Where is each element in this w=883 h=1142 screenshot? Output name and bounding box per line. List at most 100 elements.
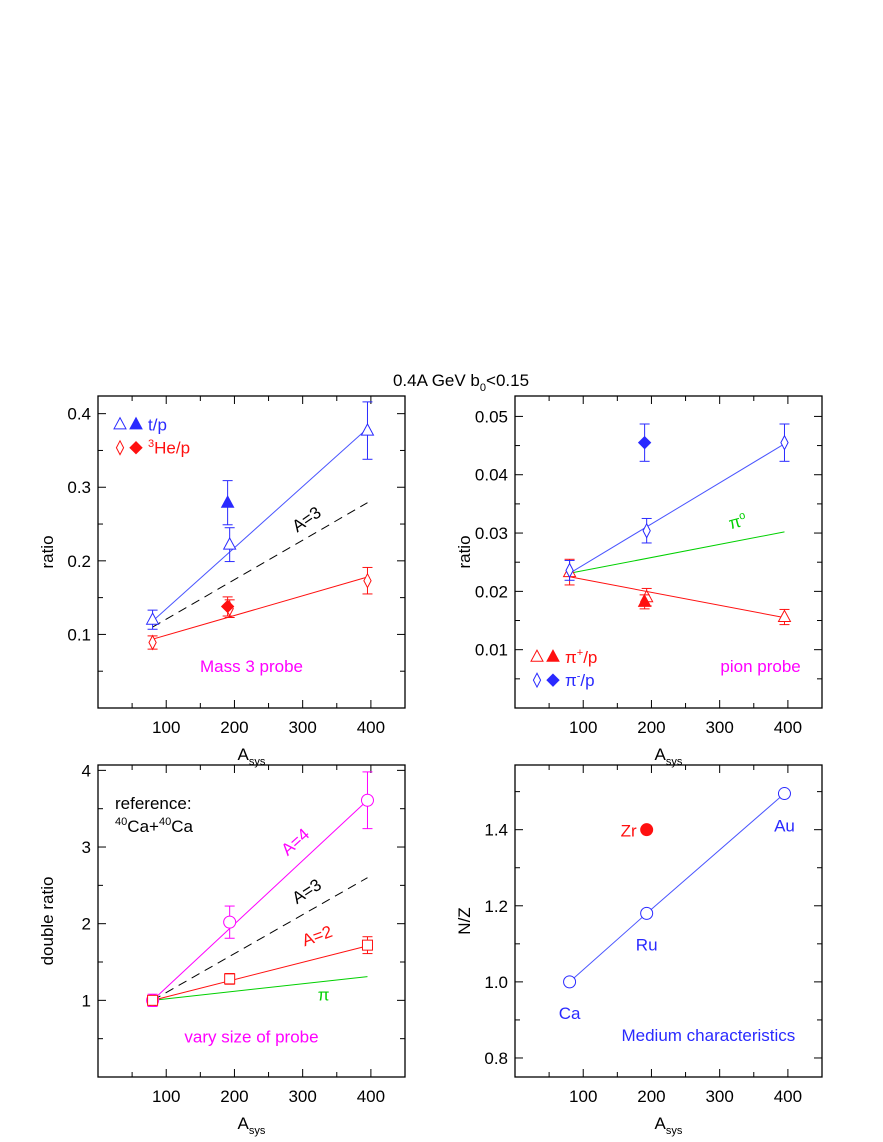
data-point — [363, 572, 372, 589]
text-part: /p — [580, 671, 594, 690]
plot-frame — [97, 395, 406, 709]
data-point — [223, 915, 237, 929]
subscript: sys — [666, 1125, 683, 1137]
text-part: π — [727, 512, 743, 533]
legend-label: π+​/p — [565, 647, 597, 667]
x-tick-label: 200 — [220, 718, 248, 737]
plot-frame — [97, 764, 406, 1078]
text-part: t/p — [148, 415, 167, 434]
text-part: A=3 — [289, 875, 325, 908]
fit-line — [569, 531, 785, 574]
text-part: <0.15 — [486, 371, 529, 390]
legend-label: 3​He/p — [148, 438, 190, 458]
text-part: Ca — [171, 817, 193, 836]
text-part: A=4 — [278, 825, 314, 860]
y-tick-label: 1.4 — [484, 821, 508, 840]
annotation: A=2 — [299, 922, 334, 950]
text-part: pion probe — [720, 657, 800, 676]
legend-marker — [129, 441, 143, 455]
text-part: A — [238, 1114, 250, 1133]
data-point — [224, 973, 236, 985]
dashed-line — [152, 877, 368, 1001]
text-part: 0.4A GeV b — [393, 371, 480, 390]
y-axis-label: ratio — [38, 535, 57, 568]
superscript: + — [577, 647, 583, 659]
data-point — [145, 612, 160, 625]
data-point — [640, 823, 654, 837]
annotation: Medium characteristics — [621, 1026, 795, 1045]
data-point — [563, 975, 577, 989]
x-tick-label: 100 — [152, 1087, 180, 1106]
data-point — [777, 609, 792, 623]
y-tick-label: 0.8 — [484, 1049, 508, 1068]
legend-marker — [546, 673, 560, 687]
data-point — [637, 435, 652, 450]
reference-system: 40​Ca+40​Ca — [115, 816, 194, 836]
data-point — [361, 939, 373, 951]
subscript: 0 — [480, 382, 486, 394]
y-tick-label: 0.2 — [67, 552, 91, 571]
y-tick-label: 1 — [82, 991, 91, 1010]
point-label: Ru — [636, 935, 658, 954]
data-point — [220, 599, 235, 614]
annotation: πo​ — [726, 509, 748, 533]
y-axis-label: ratio — [455, 535, 474, 568]
fit-line — [152, 945, 368, 1001]
data-point — [147, 994, 159, 1006]
legend-marker — [546, 649, 560, 662]
x-axis-label: Asys​ — [238, 1114, 266, 1137]
superscript: o — [738, 509, 747, 522]
fit-line — [152, 799, 368, 1001]
annotation: A=4 — [278, 825, 314, 860]
figure-title: 0.4A GeV b0​<0.15 — [393, 371, 529, 394]
y-tick-label: 0.04 — [475, 466, 508, 485]
text-part: A — [238, 745, 250, 764]
text-part: Mass 3 probe — [200, 657, 303, 676]
legend-label: t/p — [148, 415, 167, 434]
data-point — [642, 522, 651, 539]
superscript: 40 — [159, 816, 171, 828]
y-tick-label: 3 — [82, 838, 91, 857]
reference-label: reference: — [115, 794, 192, 813]
x-tick-label: 300 — [288, 718, 316, 737]
fit-line — [569, 576, 785, 619]
superscript: 3 — [148, 438, 154, 450]
x-axis-label: Asys​ — [655, 1114, 683, 1137]
text-part: Ca+ — [127, 817, 159, 836]
subscript: sys — [666, 756, 683, 768]
text-part: A=2 — [299, 922, 334, 950]
text-part: A — [655, 745, 667, 764]
text-part: π — [565, 671, 577, 690]
legend-marker — [530, 649, 544, 662]
y-tick-label: 0.3 — [67, 478, 91, 497]
x-tick-label: 400 — [357, 718, 385, 737]
text-part: /p — [583, 648, 597, 667]
point-label: Ca — [559, 1004, 581, 1023]
chart-panel-3: 100 200 300 400 1 2 3 4 Asys​ double ratio referen… — [38, 761, 406, 1137]
annotation: π — [318, 986, 330, 1005]
legend-marker — [115, 439, 125, 456]
chart-panel-4: 100 200 300 400 0.8 1.0 1.2 1.4 Asys​ N/Z Ca Ru Au Zr… — [455, 764, 823, 1137]
legend-marker — [129, 416, 143, 430]
text-part: vary size of probe — [184, 1028, 318, 1047]
text-part: Medium characteristics — [621, 1026, 795, 1045]
x-tick-label: 300 — [705, 1087, 733, 1106]
fit-line — [152, 576, 368, 640]
text-part: He/p — [154, 439, 190, 458]
y-tick-label: 0.03 — [475, 524, 508, 543]
chart-panel-1: 1002003004000.10.20.30.4Asys​ratiot/p3​H… — [38, 395, 406, 768]
annotation: vary size of probe — [184, 1028, 318, 1047]
data-point — [222, 536, 237, 550]
annotation: A=3 — [289, 875, 325, 908]
y-axis-label: double ratio — [38, 877, 57, 966]
text-part: π — [565, 648, 577, 667]
x-tick-label: 400 — [774, 1087, 802, 1106]
legend-marker — [113, 416, 127, 430]
y-tick-label: 2 — [82, 915, 91, 934]
legend-marker — [532, 672, 542, 689]
annotation: A=3 — [289, 503, 325, 536]
y-tick-label: 0.02 — [475, 582, 508, 601]
superscript: 40 — [115, 816, 127, 828]
plot-frame — [514, 395, 823, 709]
